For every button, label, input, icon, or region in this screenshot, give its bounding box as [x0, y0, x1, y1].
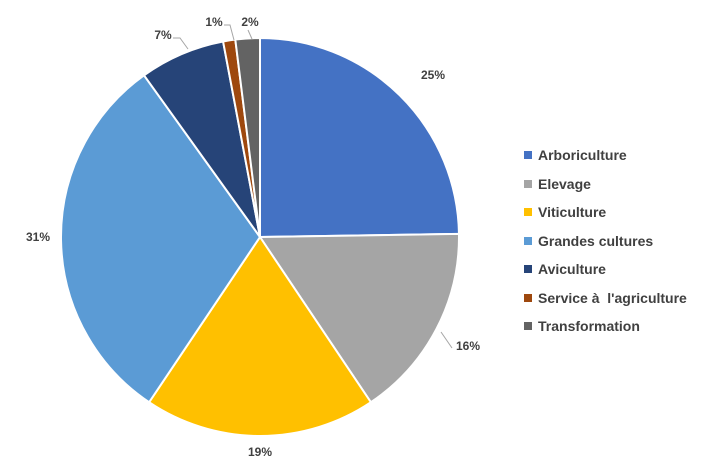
legend-item: Viticulture: [524, 198, 687, 227]
pie-slice-elevage: [259, 232, 460, 404]
data-label: 1%: [205, 15, 223, 29]
legend-item: Transformation: [524, 312, 687, 341]
leader-line: [224, 24, 235, 41]
legend-label: Transformation: [538, 318, 640, 335]
pie-slice-viticulture: [148, 236, 372, 437]
data-label: 25%: [421, 68, 445, 82]
legend-item: Elevage: [524, 170, 687, 199]
legend-label: Arboriculture: [538, 147, 627, 164]
legend-item: Grandes cultures: [524, 227, 687, 256]
legend-swatch: [524, 179, 532, 188]
legend-swatch: [524, 236, 532, 245]
pie-slice-transformation: [234, 37, 261, 238]
data-label: 31%: [26, 230, 50, 244]
leader-lines: [173, 24, 453, 349]
leader-line: [440, 331, 453, 349]
legend-label: Viticulture: [538, 204, 607, 221]
pie-slices: [60, 37, 460, 437]
legend-swatch: [524, 322, 532, 331]
legend-label: Service à l'agriculture: [538, 289, 687, 306]
pie-slice-grandes-cultures: [60, 74, 261, 404]
legend-swatch: [524, 151, 532, 160]
leader-line: [173, 37, 189, 50]
legend-item: Service à l'agriculture: [524, 284, 687, 313]
legend-label: Aviculture: [538, 261, 606, 278]
legend-label: Elevage: [538, 175, 591, 192]
leader-line: [247, 29, 253, 40]
data-label: 19%: [248, 445, 272, 459]
data-label: 2%: [241, 15, 259, 29]
data-label: 7%: [154, 28, 172, 42]
legend-item: Arboriculture: [524, 141, 687, 170]
legend: Arboriculture Elevage Viticulture Grandes c…: [524, 141, 687, 341]
pie-slice-arboriculture: [259, 37, 460, 238]
legend-swatch: [524, 293, 532, 302]
legend-swatch: [524, 208, 532, 217]
legend-label: Grandes cultures: [538, 232, 654, 249]
data-label: 16%: [456, 339, 480, 353]
legend-item: Aviculture: [524, 255, 687, 284]
data-labels: 25% 16% 19% 31% 7% 1% 2%: [26, 15, 480, 459]
legend-swatch: [524, 265, 532, 274]
